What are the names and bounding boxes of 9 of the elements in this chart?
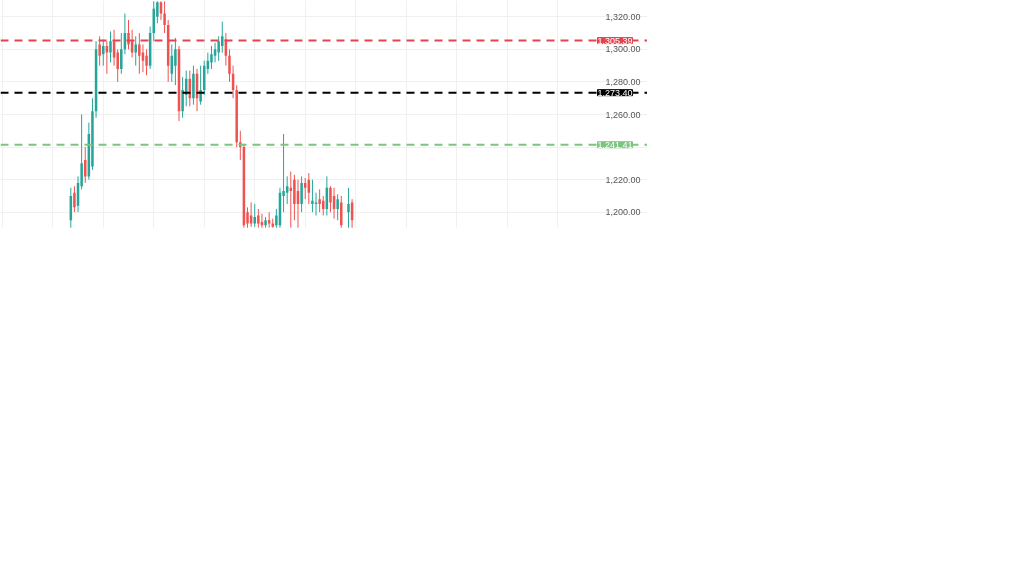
y-tick-label: 1,320.00 [605, 11, 641, 22]
ref-line-label: 1,305.39 [597, 35, 633, 46]
y-tick-label: 1,200.00 [605, 207, 641, 218]
ref-line-label: 1,273.40 [597, 87, 633, 98]
ref-line-label: 1,241.41 [597, 139, 633, 150]
y-tick-label: 1,260.00 [605, 109, 641, 120]
y-tick-label: 1,280.00 [605, 76, 641, 87]
y-tick-label: 1,300.00 [605, 44, 641, 55]
y-tick-label: 1,220.00 [605, 174, 641, 185]
